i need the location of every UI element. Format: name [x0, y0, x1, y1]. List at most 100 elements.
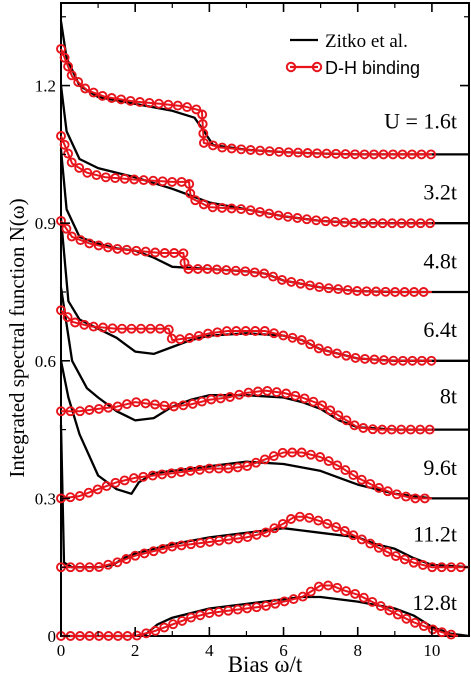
dh-marker — [190, 195, 201, 206]
dh-marker — [232, 462, 243, 473]
dh-marker — [193, 330, 204, 341]
plot-area — [60, 2, 470, 637]
dh-marker — [250, 326, 261, 336]
dh-marker — [340, 465, 351, 476]
dh-marker — [145, 323, 156, 334]
dh-marker — [236, 144, 247, 155]
curve-labels: U = 1.6t 3.2t 4.8t 6.4t 8t 9.6t 11.2t 12.8t — [384, 108, 457, 615]
y-tick-label: 0 — [48, 627, 57, 646]
dh-marker — [150, 399, 160, 410]
dh-marker — [208, 140, 218, 151]
dh-marker — [349, 420, 360, 431]
dh-marker — [380, 286, 391, 297]
dh-marker — [293, 147, 304, 158]
dh-marker — [66, 157, 77, 168]
dh-marker — [399, 554, 410, 565]
dh-marker — [59, 52, 70, 63]
dh-marker — [313, 515, 324, 526]
dh-marker — [287, 332, 298, 343]
dh-marker — [322, 346, 333, 357]
dh-marker — [282, 211, 293, 222]
dh-marker — [191, 104, 202, 115]
curve-label-5: 8t — [440, 384, 457, 409]
dh-marker — [268, 271, 279, 282]
dh-marker — [305, 449, 316, 460]
dh-marker — [243, 387, 254, 398]
dh-marker — [252, 386, 263, 397]
dh-marker — [187, 398, 198, 409]
dh-marker — [106, 93, 117, 103]
dh-marker — [342, 285, 353, 296]
dh-marker — [292, 213, 303, 223]
y-tick-label: 0.3 — [35, 489, 56, 508]
dh-marker — [197, 109, 208, 120]
dh-marker — [80, 83, 91, 94]
dh-marker — [140, 246, 151, 257]
dh-marker — [397, 355, 408, 366]
dh-marker — [231, 326, 242, 336]
dh-marker — [131, 245, 142, 256]
dh-marker — [217, 142, 228, 153]
dh-marker — [264, 208, 275, 219]
dh-marker — [274, 146, 285, 157]
dh-marker — [295, 278, 306, 289]
dh-marker — [211, 264, 222, 275]
dh-marker — [126, 323, 137, 334]
dh-marker — [418, 287, 429, 297]
dh-marker — [213, 606, 224, 617]
dh-marker — [255, 145, 266, 156]
dh-marker — [299, 393, 310, 404]
dh-marker — [153, 98, 164, 109]
dh-marker — [59, 139, 70, 150]
dh-marker — [356, 474, 367, 485]
dh-marker — [121, 554, 132, 564]
dh-marker — [159, 622, 170, 633]
dh-marker — [221, 326, 232, 337]
dh-marker — [194, 464, 205, 475]
dh-marker — [148, 546, 159, 557]
dh-marker — [177, 615, 188, 626]
dh-marker — [365, 538, 376, 549]
dh-marker — [277, 274, 287, 285]
dh-marker — [264, 146, 275, 157]
dh-marker — [279, 596, 290, 607]
dh-marker — [296, 447, 307, 458]
dh-marker — [396, 218, 407, 229]
dh-marker — [407, 149, 417, 160]
dh-marker — [113, 631, 123, 641]
dh-marker — [147, 470, 158, 481]
dh-marker — [401, 491, 411, 502]
dh-marker — [119, 173, 130, 184]
dh-marker — [245, 145, 256, 155]
dh-marker — [424, 424, 435, 435]
dh-marker — [419, 493, 430, 504]
dh-marker — [294, 511, 305, 522]
dh-marker — [341, 350, 352, 361]
dh-marker — [305, 339, 316, 350]
dh-marker — [98, 322, 108, 333]
dh-marker — [70, 317, 81, 328]
dh-marker — [233, 533, 244, 544]
dh-marker — [348, 530, 359, 541]
dh-marker — [226, 143, 237, 154]
dh-marker — [93, 403, 104, 414]
dh-marker — [195, 610, 206, 621]
dh-marker — [254, 206, 265, 217]
dh-marker — [408, 557, 419, 568]
dh-marker — [148, 175, 159, 186]
dh-marker — [240, 326, 251, 336]
dh-marker — [416, 355, 427, 366]
dh-marker — [352, 286, 363, 296]
dh-marker — [312, 148, 323, 159]
dh-marker — [175, 334, 186, 345]
dh-marker — [382, 547, 393, 557]
dh-marker — [305, 280, 315, 291]
dh-marker — [223, 463, 234, 474]
legend-zitko-label: Zitko et al. — [325, 31, 408, 52]
dh-marker — [157, 543, 168, 554]
dh-marker — [75, 631, 85, 641]
dh-marker — [288, 594, 299, 605]
dh-marker — [410, 493, 421, 504]
dh-marker — [100, 172, 111, 183]
dh-marker — [75, 562, 85, 573]
